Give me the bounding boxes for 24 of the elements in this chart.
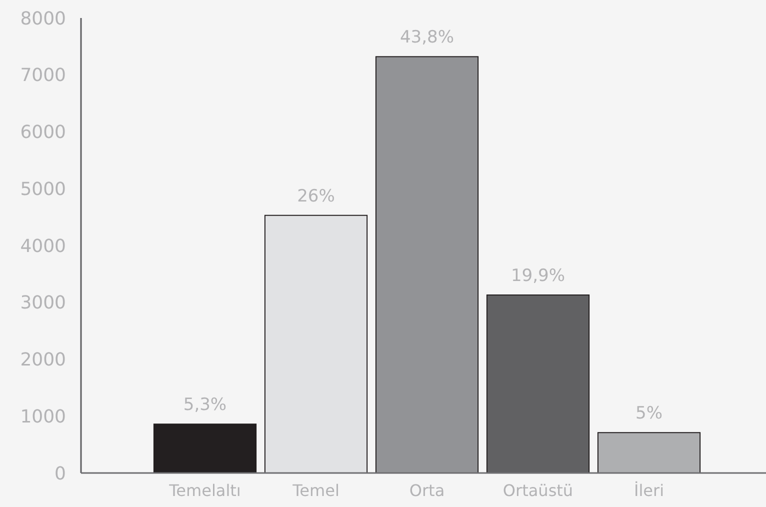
annotation: 19,9%: [510, 266, 566, 286]
y-tick-label: 8000: [20, 8, 66, 30]
y-tick-label: 7000: [20, 65, 66, 86]
x-tick-label: Orta: [409, 481, 445, 500]
y-tick-label: 6000: [20, 122, 66, 144]
annotation: 5%: [636, 404, 662, 424]
x-tick-label: İleri: [634, 481, 664, 500]
x-tick-label: Ortaüstü: [502, 481, 574, 500]
x-tick-label: Temel: [292, 481, 340, 500]
bar: [264, 214, 368, 474]
annotation: 43,8%: [400, 28, 454, 48]
bar: [486, 294, 590, 474]
y-tick-label: 3000: [20, 292, 66, 314]
y-tick-label: 0: [54, 463, 66, 484]
bar: [597, 432, 701, 474]
y-tick-label: 4000: [20, 236, 66, 257]
y-tick-label: 1000: [20, 406, 66, 428]
bar: [375, 56, 479, 474]
y-tick-label: 2000: [20, 350, 66, 371]
annotation: 5,3%: [183, 395, 227, 416]
annotation: 26%: [297, 186, 335, 206]
y-tick-label: 5000: [20, 178, 66, 200]
x-tick-label: Temelaltı: [168, 481, 241, 500]
bar: [153, 424, 257, 474]
